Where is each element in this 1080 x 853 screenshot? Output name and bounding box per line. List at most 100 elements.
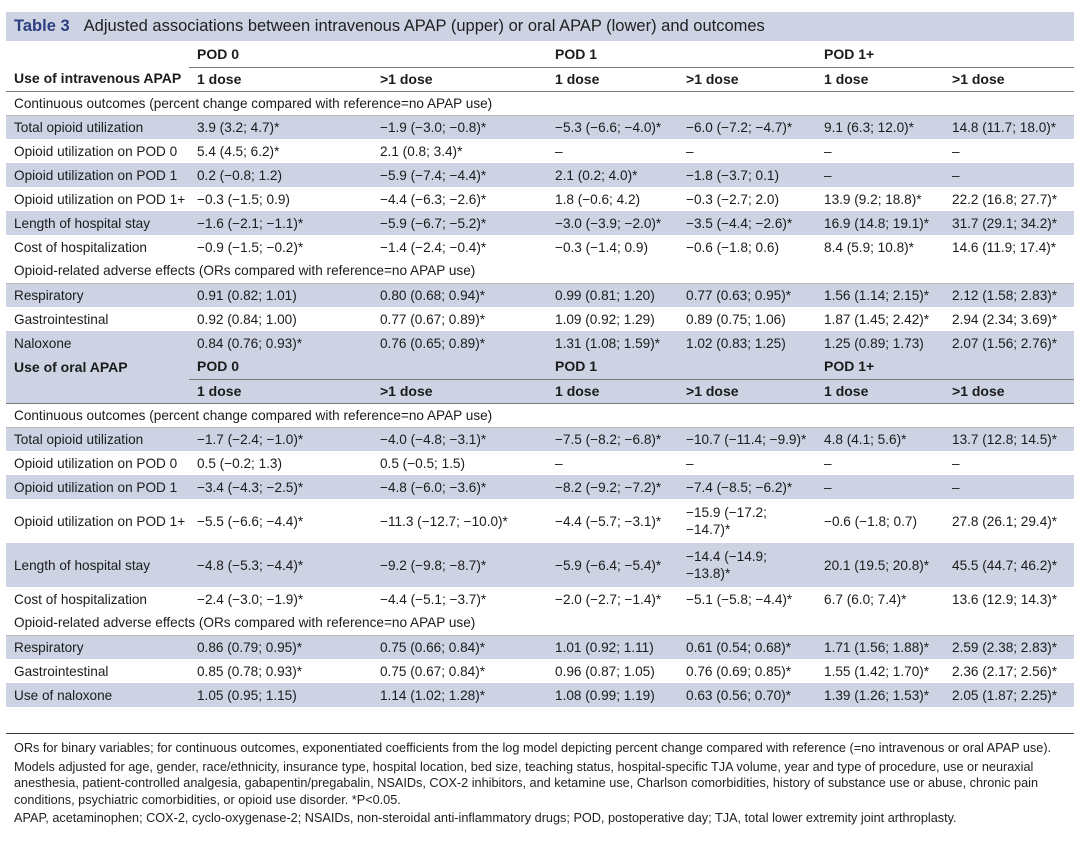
data-cell: −0.3 (−1.5; 0.9) — [197, 191, 290, 207]
data-cell: −0.6 (−1.8; 0.7) — [824, 513, 917, 529]
data-cell: −4.4 (−6.3; −2.6)* — [380, 191, 487, 207]
row-label: Total opioid utilization — [6, 115, 189, 139]
header-title-cell — [6, 379, 189, 404]
data-cell: 1.71 (1.56; 1.88)* — [816, 635, 945, 659]
row-label: Length of hospital stay — [6, 543, 189, 587]
dose-header: 1 dose — [547, 379, 679, 404]
data-cell: 22.2 (16.8; 27.7)* — [952, 191, 1058, 207]
data-cell: 1.08 (0.99; 1.19) — [547, 683, 679, 707]
row-label: Opioid utilization on POD 0 — [14, 143, 178, 159]
data-cell: 0.76 (0.65; 0.89)* — [372, 331, 548, 355]
data-cell: 9.1 (6.3; 12.0)* — [816, 115, 945, 139]
row-label: Respiratory — [6, 635, 189, 659]
data-cell: – — [816, 163, 945, 187]
data-cell: 6.7 (6.0; 7.4)* — [824, 591, 907, 607]
data-cell: −7.4 (−8.5; −6.2)* — [678, 475, 817, 499]
data-cell: 1.02 (0.83; 1.25) — [678, 331, 817, 355]
data-cell: 0.86 (0.79; 0.95)* — [189, 635, 372, 659]
data-cell: – — [944, 163, 1075, 187]
dose-header: 1 dose — [816, 67, 945, 92]
dose-header: >1 dose — [372, 67, 548, 92]
data-cell: 1.55 (1.42; 1.70)* — [824, 663, 930, 679]
data-cell: 14.6 (11.9; 17.4)* — [952, 239, 1057, 255]
data-cell: – — [555, 455, 563, 471]
row-label: Total opioid utilization — [6, 427, 189, 451]
data-cell: 0.89 (0.75; 1.06) — [686, 311, 786, 327]
row-label: Cost of hospitalization — [14, 239, 147, 255]
data-cell: 0.77 (0.67; 0.89)* — [380, 311, 486, 327]
data-cell: −5.3 (−6.6; −4.0)* — [547, 115, 679, 139]
data-cell: 1.14 (1.02; 1.28)* — [372, 683, 548, 707]
header-title-cell — [6, 43, 189, 67]
header-title-cell: Use of oral APAP — [6, 355, 189, 379]
data-cell: – — [824, 143, 832, 159]
section-label: Continuous outcomes (percent change comp… — [6, 91, 1075, 116]
dose-header: >1 dose — [372, 379, 548, 404]
dose-header: 1 dose — [816, 379, 945, 404]
data-cell: – — [686, 143, 694, 159]
data-cell: −8.2 (−9.2; −7.2)* — [547, 475, 679, 499]
table-row: Gastrointestinal 0.85 (0.78; 0.93)* 0.75 (… — [6, 659, 1074, 683]
table-row: Length of hospital stay −4.8 (−5.3; −4.4)… — [6, 543, 1075, 587]
data-cell: – — [816, 475, 945, 499]
data-cell: −11.3 (−12.7; −10.0)* — [380, 513, 508, 529]
data-cell: −14.4 (−14.9; −13.8)* — [678, 543, 817, 587]
data-cell: −1.6 (−2.1; −1.1)* — [189, 211, 372, 235]
table-row: Total opioid utilization 3.9 (3.2; 4.7)* −… — [6, 115, 1075, 139]
table-title-bar: Table 3 Adjusted associations between in… — [6, 12, 1074, 41]
table-row: Opioid utilization on POD 1 0.2 (−0.8; 1.… — [6, 163, 1075, 187]
dose-header: 1 dose — [547, 67, 679, 92]
row-label: Use of naloxone — [6, 683, 189, 707]
pod-header: POD 0 — [189, 43, 548, 68]
pod-header: POD 1+ — [816, 43, 1075, 68]
table-row: Opioid utilization on POD 1+ −5.5 (−6.6; … — [6, 499, 1074, 543]
data-cell: −7.5 (−8.2; −6.8)* — [547, 427, 679, 451]
data-cell: 31.7 (29.1; 34.2)* — [944, 211, 1075, 235]
section-row: Opioid-related adverse effects (ORs comp… — [6, 611, 1075, 636]
table-row: Length of hospital stay −1.6 (−2.1; −1.1)… — [6, 211, 1075, 235]
data-cell: −3.5 (−4.4; −2.6)* — [678, 211, 817, 235]
row-label: Gastrointestinal — [14, 663, 109, 679]
row-label: Respiratory — [6, 283, 189, 307]
data-cell: 0.5 (−0.5; 1.5) — [380, 455, 466, 471]
data-cell: 4.8 (4.1; 5.6)* — [816, 427, 945, 451]
table-row: Opioid utilization on POD 0 5.4 (4.5; 6.2… — [6, 139, 1074, 163]
pod-header: POD 1 — [547, 43, 817, 68]
data-cell: 0.2 (−0.8; 1.2) — [189, 163, 372, 187]
data-cell: −10.7 (−11.4; −9.9)* — [678, 427, 817, 451]
data-cell: −4.0 (−4.8; −3.1)* — [372, 427, 548, 451]
table-caption: Adjusted associations between intravenou… — [83, 17, 765, 35]
data-cell: 27.8 (26.1; 29.4)* — [952, 513, 1058, 529]
row-label: Naloxone — [6, 331, 189, 355]
header-title-cell: Use of intravenous APAP — [6, 67, 189, 92]
data-cell: −5.9 (−6.4; −5.4)* — [547, 543, 679, 587]
data-cell: 2.1 (0.2; 4.0)* — [547, 163, 679, 187]
section-row: Opioid-related adverse effects (ORs comp… — [6, 259, 1075, 284]
data-cell: 2.94 (2.34; 3.69)* — [952, 311, 1058, 327]
data-cell: 0.99 (0.81; 1.20) — [547, 283, 679, 307]
data-cell: 16.9 (14.8; 19.1)* — [816, 211, 945, 235]
data-cell: 2.1 (0.8; 3.4)* — [380, 143, 463, 159]
data-cell: −0.3 (−2.7; 2.0) — [686, 191, 779, 207]
data-cell: – — [824, 455, 832, 471]
table-row: Gastrointestinal 0.92 (0.84; 1.00) 0.77 (0… — [6, 307, 1074, 331]
row-label: Opioid utilization on POD 0 — [14, 455, 178, 471]
row-label: Opioid utilization on POD 1 — [6, 475, 189, 499]
data-cell: 2.59 (2.38; 2.83)* — [944, 635, 1075, 659]
data-cell: 0.85 (0.78; 0.93)* — [197, 663, 303, 679]
header-row-dose: Use of intravenous APAP 1 dose >1 dose 1 do… — [6, 67, 1075, 92]
row-label: Opioid utilization on POD 1+ — [14, 513, 186, 529]
data-cell: 2.07 (1.56; 2.76)* — [944, 331, 1075, 355]
data-cell: – — [555, 143, 563, 159]
data-cell: – — [686, 455, 694, 471]
header-row-pod: POD 0 POD 1 POD 1+ — [6, 43, 1075, 68]
data-cell: 5.4 (4.5; 6.2)* — [197, 143, 280, 159]
row-label: Gastrointestinal — [14, 311, 109, 327]
row-label: Opioid utilization on POD 1+ — [14, 191, 186, 207]
data-cell: 0.91 (0.82; 1.01) — [189, 283, 372, 307]
data-cell: −2.0 (−2.7; −1.4)* — [555, 591, 662, 607]
row-label: Length of hospital stay — [6, 211, 189, 235]
data-cell: 0.77 (0.63; 0.95)* — [678, 283, 817, 307]
data-cell: 0.75 (0.67; 0.84)* — [380, 663, 486, 679]
data-cell: −1.8 (−3.7; 0.1) — [678, 163, 817, 187]
